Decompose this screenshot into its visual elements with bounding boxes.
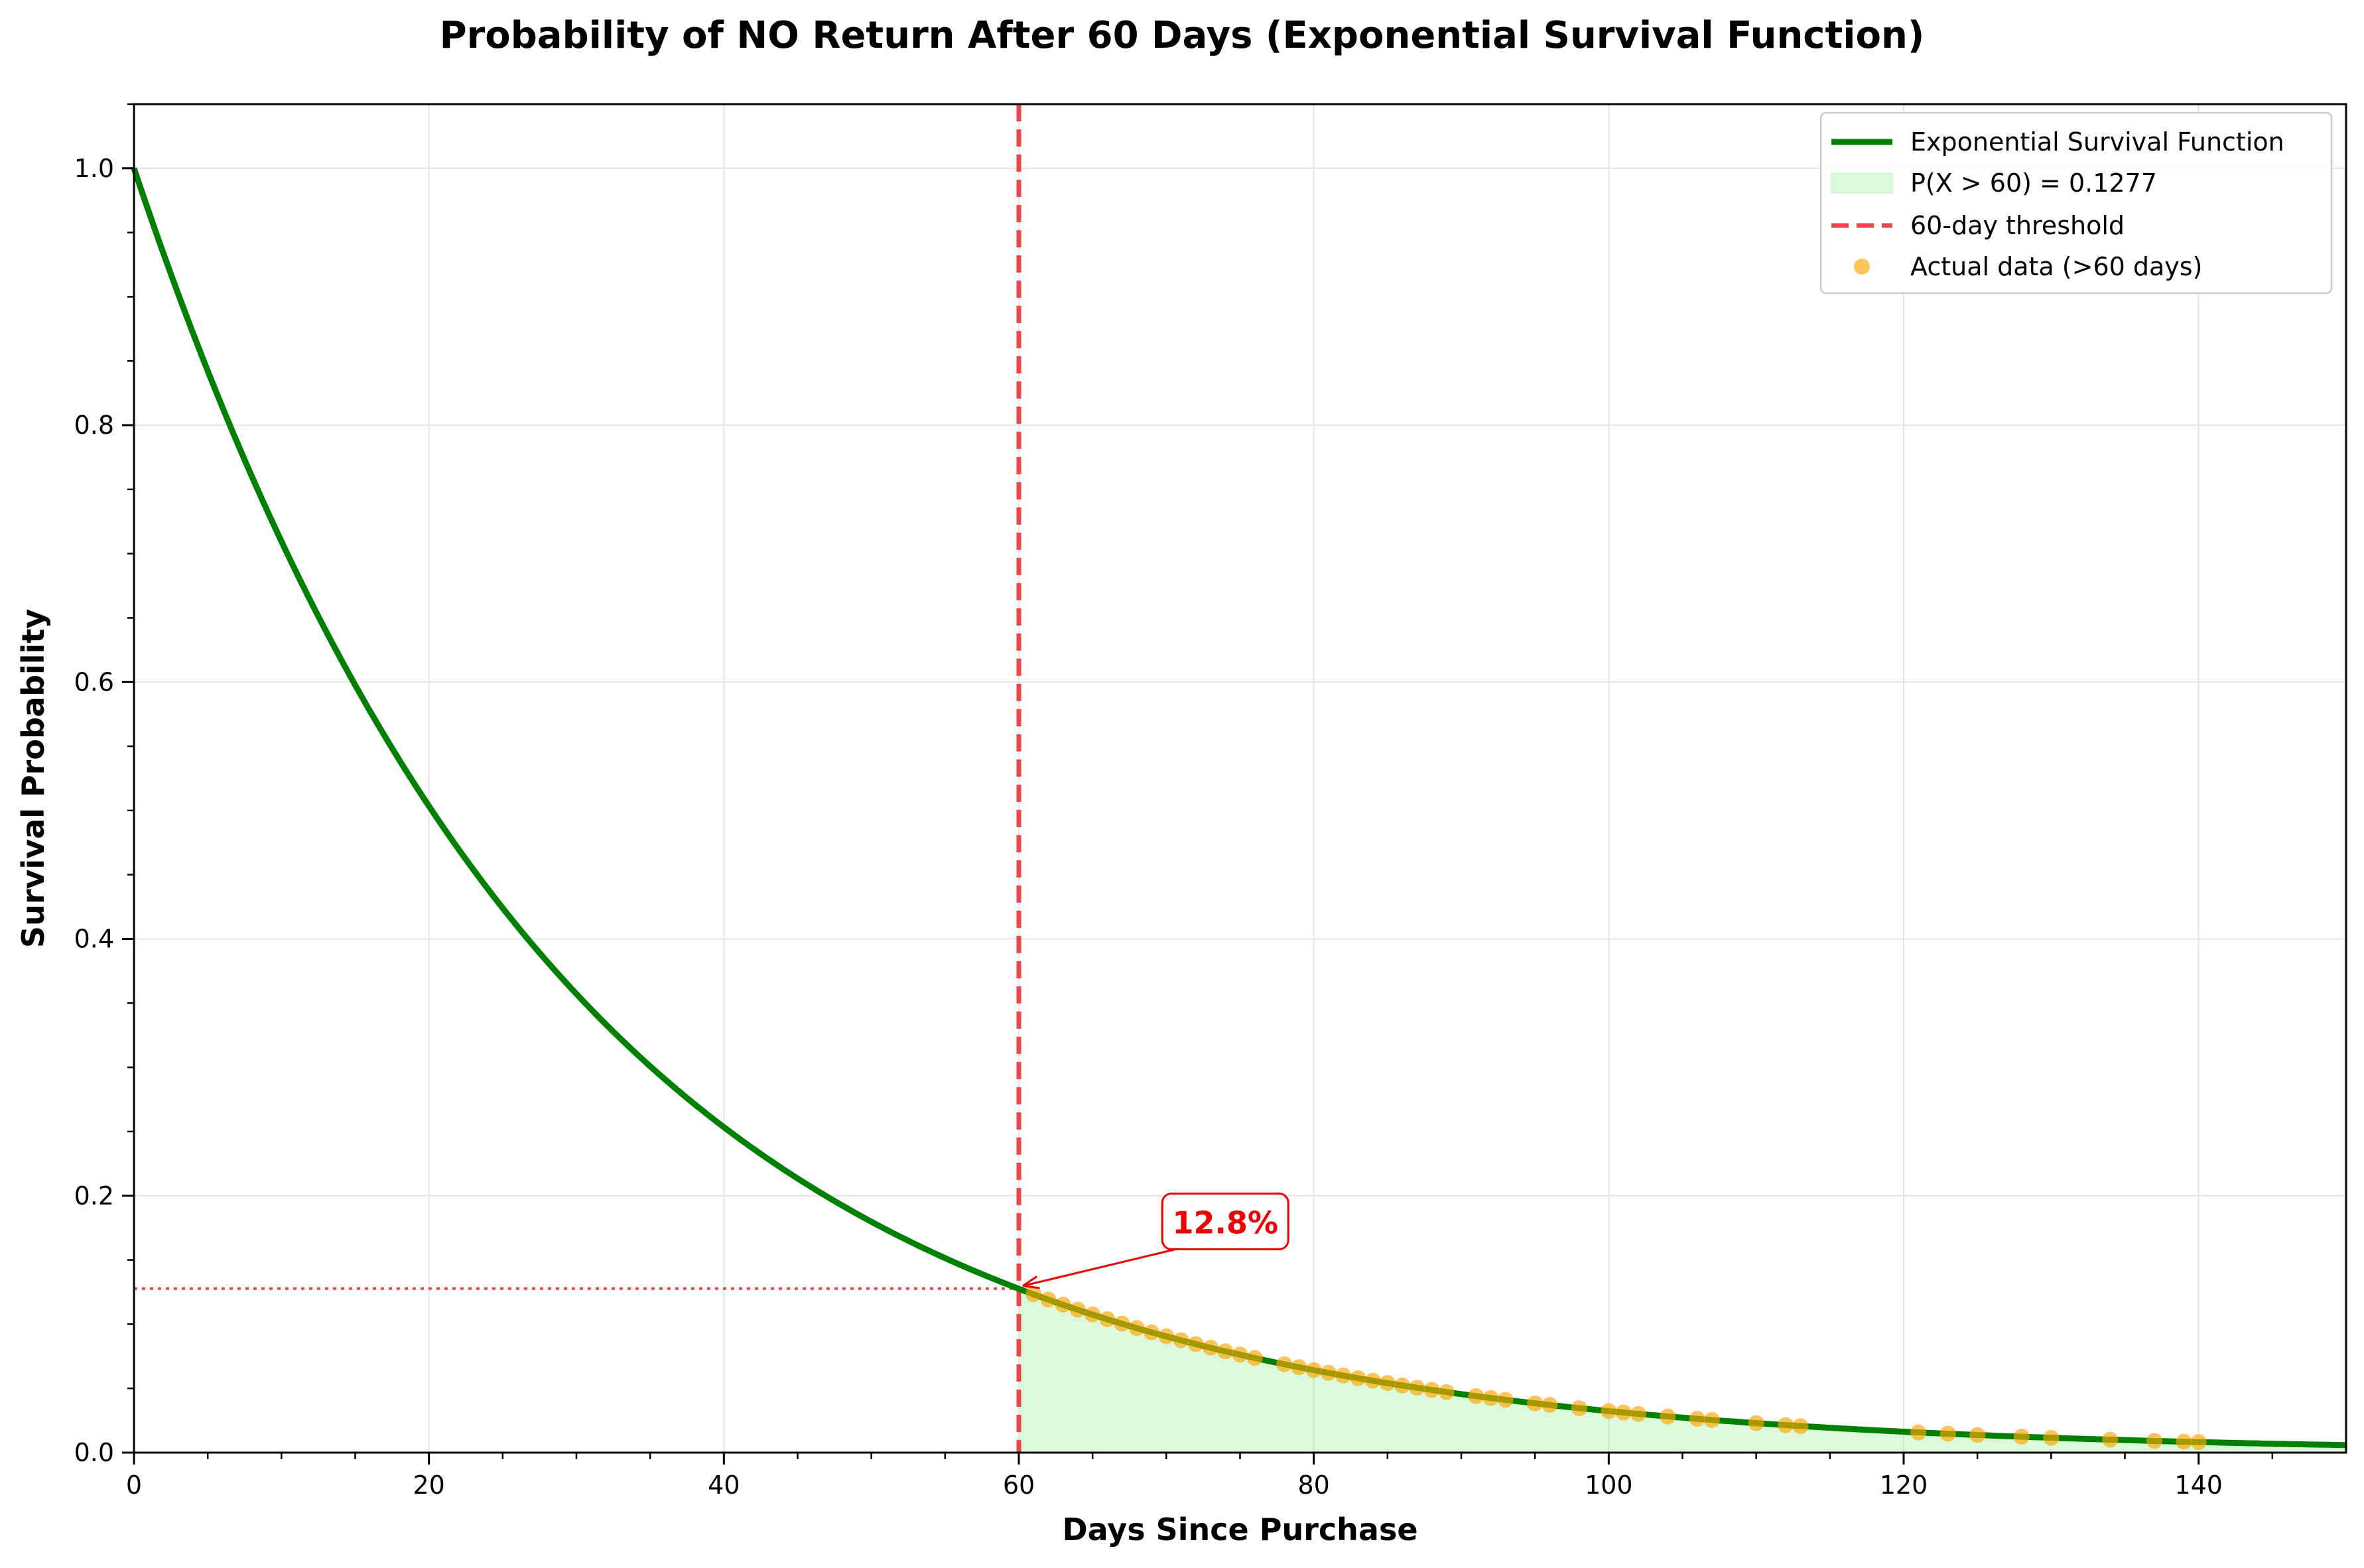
y-tick-label: 0.6 <box>74 667 114 696</box>
data-point <box>1394 1377 1411 1394</box>
data-point <box>1246 1350 1263 1366</box>
data-point <box>1689 1411 1705 1427</box>
data-point <box>1748 1415 1764 1431</box>
data-point <box>1527 1395 1543 1411</box>
data-point <box>1778 1417 1794 1433</box>
annotation-box <box>1161 1192 1289 1250</box>
x-tick-label: 0 <box>126 1470 142 1500</box>
data-point <box>1615 1404 1632 1421</box>
axis-ticks: 0 20 40 60 80 100 120 140 0.0 0.2 0.4 0.6 0.8 1.0 <box>74 103 2274 1500</box>
y-axis-label: Survival Probability <box>15 609 51 948</box>
legend-scatter-label: Actual data (>60 days) <box>1910 252 2202 281</box>
data-point <box>1497 1392 1514 1408</box>
data-point <box>1276 1356 1293 1372</box>
x-axis-label: Days Since Purchase <box>1062 1512 1417 1547</box>
x-tick-label: 80 <box>1297 1470 1329 1500</box>
x-tick-label: 60 <box>1003 1470 1035 1500</box>
annotation-label: 12.8% <box>1172 1205 1278 1240</box>
y-tick-label: 0.2 <box>74 1181 114 1210</box>
x-tick-label: 20 <box>413 1470 444 1500</box>
data-point <box>1128 1320 1145 1337</box>
data-point <box>2043 1429 2060 1446</box>
data-point <box>1203 1339 1219 1356</box>
x-tick-label: 140 <box>2174 1470 2223 1500</box>
annotation: 12.8% <box>1022 1192 1289 1289</box>
data-point <box>1468 1388 1484 1404</box>
data-point <box>2146 1433 2162 1449</box>
data-point <box>1969 1427 1986 1443</box>
data-point <box>1482 1390 1499 1406</box>
data-point <box>2190 1434 2207 1451</box>
data-point <box>1660 1408 1676 1425</box>
data-point <box>1069 1301 1086 1318</box>
chart-title: Probability of NO Return After 60 Days (… <box>440 14 1925 57</box>
data-point <box>1939 1425 1956 1442</box>
data-point <box>1703 1411 1720 1428</box>
data-point <box>1320 1364 1337 1381</box>
data-point <box>1792 1418 1809 1435</box>
y-tick-label: 0.0 <box>74 1438 114 1467</box>
data-point <box>1144 1324 1160 1340</box>
data-point <box>1630 1405 1646 1422</box>
shaded-area-p-x-gt-60 <box>1019 1289 2346 1453</box>
data-point <box>1173 1332 1189 1348</box>
data-point <box>2013 1428 2030 1445</box>
x-tick-label: 40 <box>708 1470 740 1500</box>
annotation-arrow-head <box>1022 1275 1040 1289</box>
legend-curve-label: Exponential Survival Function <box>1910 127 2284 157</box>
legend-area-swatch <box>1831 172 1893 194</box>
legend-threshold-label: 60-day threshold <box>1910 211 2125 240</box>
y-tick-label: 0.4 <box>74 925 114 954</box>
data-point <box>1099 1311 1116 1327</box>
data-point <box>1379 1375 1396 1392</box>
data-point <box>1571 1400 1587 1417</box>
data-point <box>1217 1343 1234 1360</box>
data-point <box>1305 1362 1322 1378</box>
x-tick-label: 100 <box>1585 1470 1633 1500</box>
data-point <box>1910 1424 1927 1441</box>
data-point <box>1025 1286 1042 1303</box>
data-point <box>1187 1336 1204 1352</box>
data-point <box>1232 1346 1248 1363</box>
data-point <box>1335 1367 1352 1384</box>
actual-data-points <box>1025 1286 2207 1451</box>
x-tick-label: 120 <box>1880 1470 1928 1500</box>
data-point <box>1040 1291 1057 1308</box>
data-point <box>1601 1403 1617 1419</box>
legend-box <box>1819 111 2333 294</box>
data-point <box>1114 1315 1130 1332</box>
y-tick-label: 0.8 <box>74 411 114 440</box>
y-tick-label: 1.0 <box>74 154 114 183</box>
data-point <box>1409 1380 1425 1396</box>
data-point <box>1423 1382 1440 1398</box>
data-point <box>2176 1433 2192 1450</box>
data-point <box>1350 1370 1366 1386</box>
data-point <box>1084 1306 1101 1323</box>
data-point <box>1055 1296 1071 1313</box>
data-point <box>1438 1384 1455 1400</box>
data-point <box>2102 1431 2119 1448</box>
legend: Exponential Survival Function P(X > 60) … <box>1819 111 2333 294</box>
legend-area-label: P(X > 60) = 0.1277 <box>1910 168 2157 198</box>
legend-scatter-swatch <box>1854 259 1870 275</box>
data-point <box>1291 1359 1307 1376</box>
annotation-arrow <box>1022 1248 1176 1287</box>
data-point <box>1542 1397 1558 1413</box>
data-point <box>1364 1372 1381 1389</box>
data-point <box>1158 1328 1175 1344</box>
